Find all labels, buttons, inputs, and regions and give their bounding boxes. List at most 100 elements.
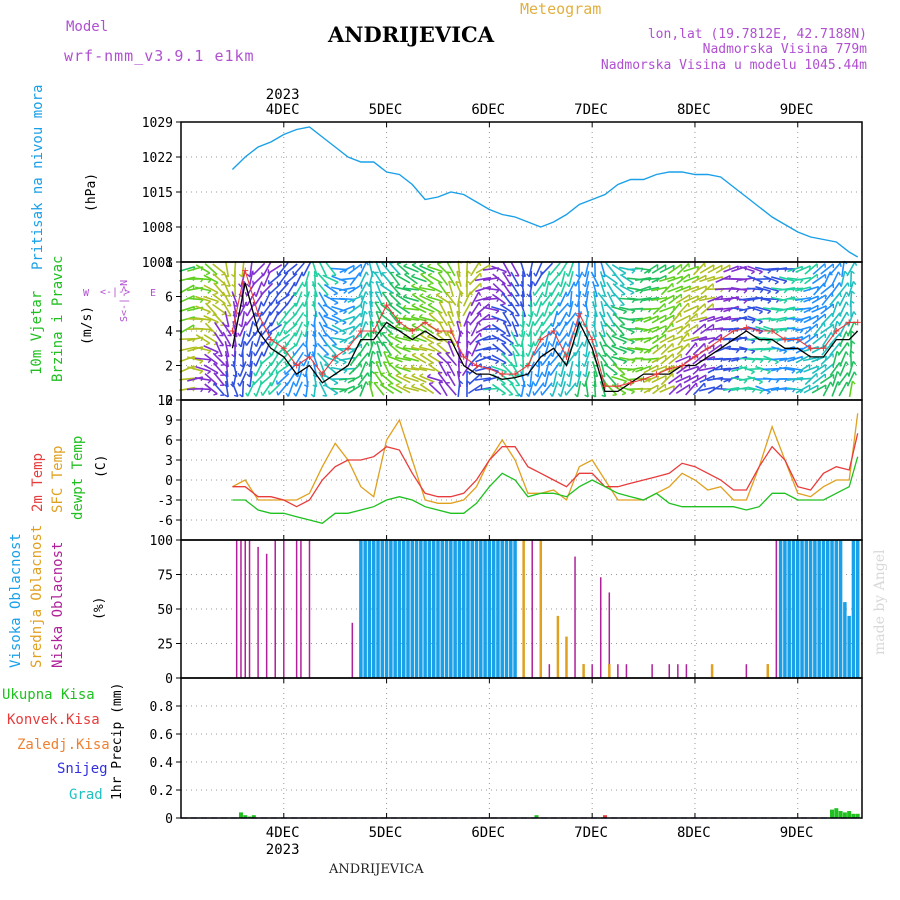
wind-barb — [241, 380, 245, 398]
wind-barb-flag — [581, 342, 586, 348]
wind-barb — [510, 261, 520, 277]
wind-barb — [262, 261, 272, 277]
cloud-bar-visoka — [457, 540, 462, 678]
wind-barb-flag — [207, 329, 212, 334]
wind-barb-flag — [310, 393, 315, 398]
wind-barb-flag — [370, 320, 375, 324]
wind-barb — [660, 372, 674, 386]
wind-barb — [699, 375, 715, 383]
top-day-label: 5DEC — [369, 102, 403, 118]
wind-barb — [692, 323, 706, 335]
wind-barb — [294, 271, 304, 287]
wind-barb — [599, 381, 607, 397]
wind-barb — [675, 294, 691, 304]
wind-barb-flag — [238, 343, 242, 348]
precip-bar — [251, 815, 256, 818]
wind-barb — [642, 307, 660, 311]
wind-barb — [821, 331, 833, 347]
wind-barb — [187, 356, 203, 362]
wind-barb — [651, 354, 667, 364]
wind-barb — [543, 301, 551, 317]
cloud-bar-visoka — [791, 540, 796, 678]
wind-barb — [511, 321, 519, 337]
wind-barb-flag — [783, 280, 788, 285]
wind-barb — [668, 293, 682, 305]
wind-barb-flag — [253, 322, 257, 327]
y-tick-label: 0.6 — [150, 728, 173, 743]
precip-bar — [534, 815, 539, 818]
wind-barb — [544, 281, 550, 297]
wind-barb-flag — [582, 293, 586, 298]
y-tick-label: 6 — [165, 291, 173, 306]
wind-barb — [675, 314, 691, 324]
wind-barb — [566, 281, 576, 297]
wind-barb-flag — [199, 370, 204, 375]
wind-barb-flag — [767, 359, 772, 363]
wind-barb-flag — [532, 291, 536, 296]
wind-barb-flag — [581, 382, 586, 388]
wind-barb-flag — [783, 309, 788, 314]
wind-barb-flag — [376, 310, 381, 314]
wind-barb-flag — [799, 369, 804, 374]
wind-barb — [248, 360, 254, 378]
precip-legend-total: Ukupna Kisa — [2, 687, 95, 703]
wind-barb-flag — [540, 321, 544, 326]
wind-barb-flag — [427, 263, 432, 268]
wind-barb-flag — [758, 321, 763, 325]
wind-barb-flag — [695, 382, 698, 388]
wind-barb — [600, 321, 606, 337]
wind-barb-flag — [631, 320, 636, 324]
wind-barb-flag — [750, 371, 755, 375]
wind-barb — [482, 327, 500, 331]
wind-barb-flag — [846, 311, 850, 317]
wind-barb — [249, 260, 253, 278]
wind-barb-flag — [376, 350, 381, 354]
wind-barb-flag — [412, 292, 417, 296]
wind-barb — [794, 377, 812, 381]
wind-barb — [395, 294, 411, 304]
wind-barb — [804, 372, 818, 386]
wind-barb — [285, 371, 297, 387]
wind-barb — [456, 290, 462, 308]
wind-barb — [241, 260, 245, 278]
wind-barb — [313, 340, 317, 358]
wind-barb-flag — [426, 293, 431, 298]
wind-barb — [794, 276, 812, 282]
wind-barb — [376, 351, 382, 367]
cloud-bar-visoka — [367, 540, 372, 678]
wind-barb-flag — [791, 370, 796, 374]
wind-barb — [549, 362, 561, 376]
cloud-bar-visoka — [796, 540, 800, 678]
wind-barb-flag — [548, 301, 552, 307]
wind-barb — [446, 371, 456, 387]
wind-barb — [677, 332, 689, 346]
wind-barb-flag — [368, 310, 373, 314]
wind-barb — [445, 352, 457, 366]
wind-gust-line — [231, 270, 858, 387]
wind-barb-flag — [402, 364, 407, 369]
wind-barb-flag — [565, 292, 569, 297]
wind-barb — [194, 327, 212, 331]
wind-barb — [747, 326, 763, 332]
wind-barb — [541, 352, 553, 366]
cloud-bar-niska — [265, 553, 268, 678]
wind-barb — [463, 311, 471, 327]
wind-barb-flag — [466, 330, 471, 334]
wind-barb-flag — [365, 321, 369, 326]
wind-barb — [604, 273, 618, 285]
cloud-bar-visoka — [509, 540, 513, 678]
wind-barb — [195, 346, 211, 352]
wind-barb — [503, 321, 511, 337]
wind-barb-flag — [518, 343, 522, 348]
wind-barb-flag — [704, 275, 707, 280]
wind-barb — [457, 300, 461, 318]
wind-barb — [698, 337, 716, 341]
wind-barb — [427, 274, 443, 284]
wind-barb-flag — [402, 373, 408, 378]
wind-barb — [550, 281, 560, 297]
wind-barb-flag — [396, 292, 401, 296]
wind-barb-flag — [525, 333, 530, 338]
wind-barb — [683, 304, 699, 314]
wind-barb — [225, 370, 229, 388]
cloud-bar-srednja — [565, 636, 568, 678]
